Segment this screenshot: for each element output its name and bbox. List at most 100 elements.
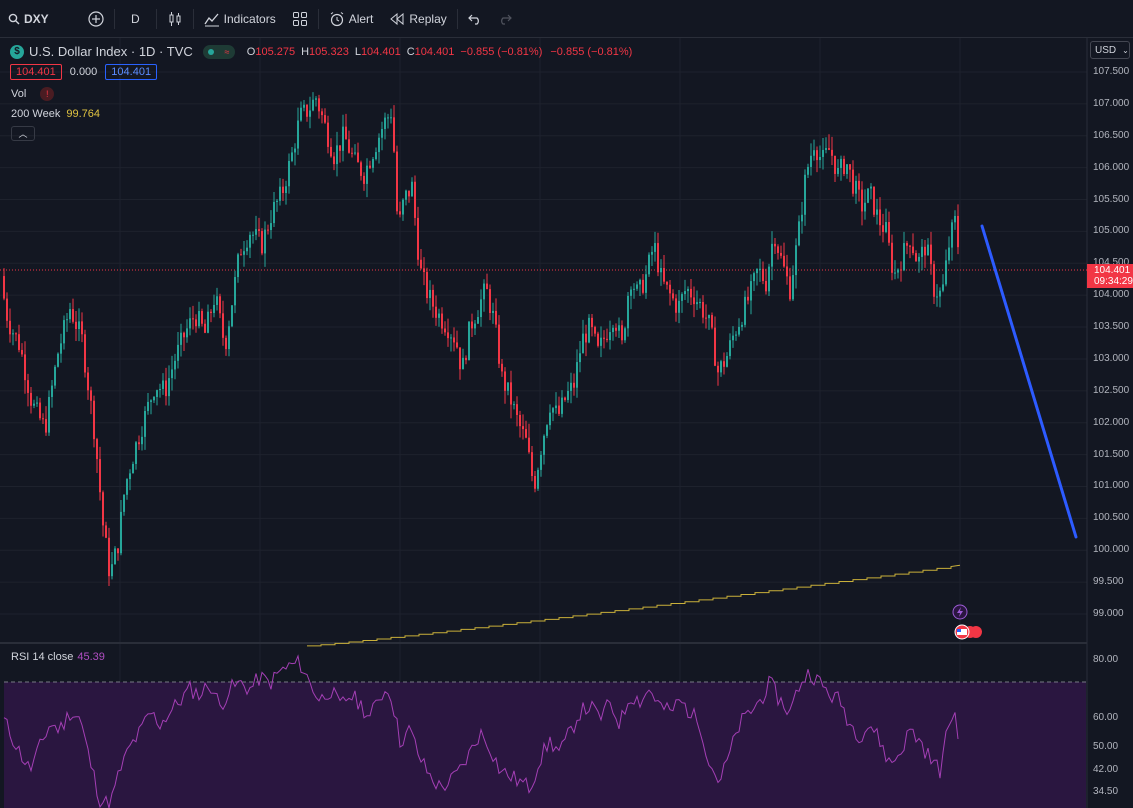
- price-axis-label: 103.000: [1093, 352, 1130, 364]
- candle-body: [483, 283, 485, 300]
- warning-icon[interactable]: !: [40, 87, 55, 101]
- candle-body: [42, 418, 44, 420]
- candle-body: [114, 548, 116, 565]
- candle-body: [516, 404, 518, 415]
- candle-body: [126, 479, 128, 495]
- buy-price-button[interactable]: 104.401: [105, 64, 158, 80]
- candle-body: [783, 255, 785, 267]
- candle-body: [51, 385, 53, 397]
- interval-label: D: [131, 11, 140, 26]
- candle-body: [90, 390, 92, 401]
- candle-body: [681, 294, 683, 301]
- replay-button[interactable]: Replay: [381, 5, 454, 33]
- candle-body: [576, 362, 578, 388]
- price-axis-label: 102.000: [1093, 416, 1130, 428]
- symbol-title[interactable]: U.S. Dollar Index · 1D · TVC: [29, 44, 193, 59]
- candle-body: [720, 361, 722, 373]
- candle-body: [435, 306, 437, 318]
- candle-body: [957, 215, 959, 248]
- alert-button[interactable]: Alert: [321, 5, 382, 33]
- vol-label: Vol: [11, 88, 27, 100]
- symbol-search-button[interactable]: DXY: [0, 5, 80, 33]
- chevron-up-icon: ︿: [18, 129, 28, 139]
- plus-circle-icon: [88, 10, 104, 27]
- candle-body: [543, 435, 545, 455]
- rsi-indicator-legend[interactable]: RSI 14 close 45.39: [11, 651, 105, 663]
- interval-button[interactable]: D: [117, 5, 154, 33]
- candle-body: [816, 150, 818, 161]
- candle-body: [252, 234, 254, 236]
- ohlc-open: O105.275: [246, 45, 296, 58]
- candle-body: [861, 189, 863, 212]
- candle-body: [702, 302, 704, 318]
- candle-body: [273, 201, 275, 224]
- trend-line-drawing[interactable]: [980, 224, 1078, 539]
- ma-indicator-legend[interactable]: 200 Week 99.764: [11, 108, 100, 120]
- candle-body: [372, 159, 374, 168]
- price-change: −0.855 (−0.81%): [460, 45, 543, 58]
- candle-body: [552, 408, 554, 413]
- candle-body: [183, 332, 185, 338]
- candle-body: [432, 289, 434, 307]
- candlestick-series: [3, 92, 959, 586]
- candle-body: [345, 126, 347, 140]
- candle-body: [534, 475, 536, 489]
- candle-body: [588, 317, 590, 343]
- candle-body: [201, 311, 203, 324]
- last-price-value: 104.401: [1094, 265, 1131, 276]
- price-axis-label: 107.000: [1093, 97, 1130, 109]
- candle-body: [687, 288, 689, 292]
- candle-body: [840, 158, 842, 168]
- candle-body: [354, 152, 356, 154]
- toolbar-divider: [114, 8, 115, 29]
- us-flag-events-icon[interactable]: [954, 624, 982, 640]
- candle-body: [564, 397, 566, 400]
- candle-body: [405, 190, 407, 200]
- candle-body: [624, 328, 626, 341]
- compare-add-button[interactable]: [80, 5, 112, 33]
- sell-price-button[interactable]: 104.401: [10, 64, 62, 80]
- undo-button[interactable]: [460, 5, 490, 33]
- market-status-badge[interactable]: ≈: [202, 44, 235, 59]
- candle-body: [846, 164, 848, 175]
- candle-body: [612, 327, 614, 333]
- candle-body: [759, 268, 761, 270]
- volume-indicator-legend[interactable]: Vol !: [11, 87, 55, 101]
- flash-event-icon[interactable]: [952, 604, 968, 620]
- candle-body: [18, 334, 20, 350]
- candle-body: [696, 302, 698, 305]
- currency-select[interactable]: USD ⌄: [1090, 41, 1130, 59]
- candle-body: [609, 332, 611, 341]
- candle-body: [453, 337, 455, 343]
- candle-body: [447, 332, 449, 339]
- candle-body: [186, 328, 188, 338]
- collapse-legend-button[interactable]: ︿: [11, 126, 35, 141]
- candle-body: [282, 186, 284, 193]
- candle-body: [84, 334, 86, 373]
- candle-body: [231, 305, 233, 327]
- candle-body: [948, 247, 950, 261]
- candle-body: [60, 343, 62, 354]
- chart-type-button[interactable]: [159, 5, 191, 33]
- candle-body: [849, 164, 851, 170]
- indicators-button[interactable]: Indicators: [196, 5, 284, 33]
- candle-body: [423, 268, 425, 273]
- candle-body: [144, 410, 146, 437]
- last-price-label: 104.401 09:34:29: [1087, 264, 1133, 288]
- candle-body: [66, 319, 68, 321]
- candle-body: [93, 400, 95, 440]
- top-toolbar: DXY D Indicators Alert Replay: [0, 0, 1133, 38]
- candle-body: [378, 137, 380, 153]
- redo-icon: [500, 14, 512, 25]
- candle-body: [621, 325, 623, 341]
- layouts-button[interactable]: [284, 5, 316, 33]
- candle-body: [54, 366, 56, 386]
- candle-body: [924, 246, 926, 256]
- candle-body: [495, 310, 497, 325]
- candle-body: [828, 148, 830, 150]
- candle-body: [942, 284, 944, 291]
- ohlc-low: L104.401: [354, 45, 401, 58]
- toolbar-divider: [317, 8, 319, 29]
- redo-button[interactable]: [490, 5, 520, 33]
